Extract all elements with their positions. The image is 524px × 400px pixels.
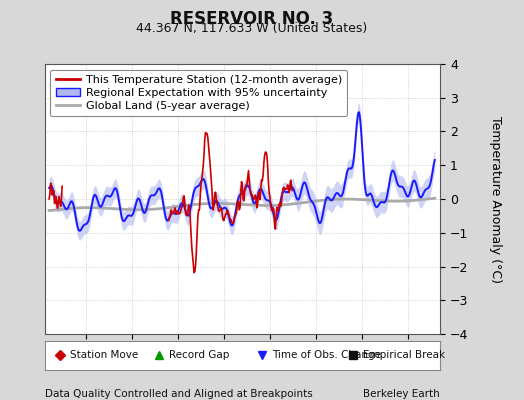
Text: Record Gap: Record Gap [169, 350, 230, 360]
Text: 44.367 N, 117.633 W (United States): 44.367 N, 117.633 W (United States) [136, 22, 367, 35]
Legend: This Temperature Station (12-month average), Regional Expectation with 95% uncer: This Temperature Station (12-month avera… [50, 70, 347, 116]
Text: Data Quality Controlled and Aligned at Breakpoints: Data Quality Controlled and Aligned at B… [45, 389, 312, 399]
Text: Time of Obs. Change: Time of Obs. Change [272, 350, 381, 360]
Text: RESERVOIR NO. 3: RESERVOIR NO. 3 [170, 10, 333, 28]
Text: Berkeley Earth: Berkeley Earth [364, 389, 440, 399]
Y-axis label: Temperature Anomaly (°C): Temperature Anomaly (°C) [489, 116, 502, 282]
Text: Station Move: Station Move [70, 350, 138, 360]
Text: Empirical Break: Empirical Break [363, 350, 445, 360]
